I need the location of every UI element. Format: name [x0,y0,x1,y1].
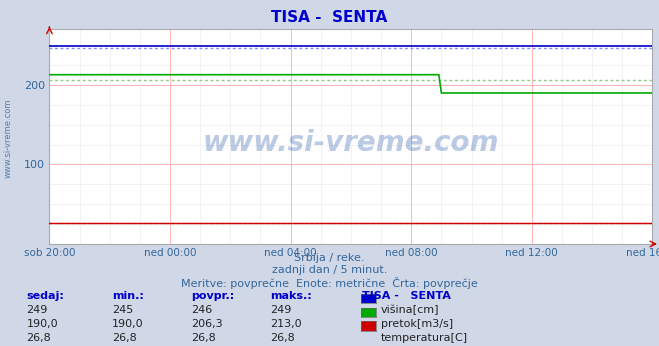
Text: 213,0: 213,0 [270,319,302,329]
Text: višina[cm]: višina[cm] [381,305,440,316]
Text: 26,8: 26,8 [112,333,137,343]
Text: temperatura[C]: temperatura[C] [381,333,468,343]
Text: TISA -  SENTA: TISA - SENTA [272,10,387,25]
Text: 246: 246 [191,305,212,315]
Text: 190,0: 190,0 [26,319,58,329]
Text: maks.:: maks.: [270,291,312,301]
Text: 249: 249 [26,305,47,315]
Text: 206,3: 206,3 [191,319,223,329]
Text: min.:: min.: [112,291,144,301]
Text: pretok[m3/s]: pretok[m3/s] [381,319,453,329]
Text: 190,0: 190,0 [112,319,144,329]
Text: 249: 249 [270,305,291,315]
Text: Meritve: povprečne  Enote: metrične  Črta: povprečje: Meritve: povprečne Enote: metrične Črta:… [181,277,478,289]
Text: TISA -   SENTA: TISA - SENTA [362,291,451,301]
Text: 26,8: 26,8 [26,333,51,343]
Text: povpr.:: povpr.: [191,291,235,301]
Text: zadnji dan / 5 minut.: zadnji dan / 5 minut. [272,265,387,275]
Text: 26,8: 26,8 [270,333,295,343]
Text: sedaj:: sedaj: [26,291,64,301]
Text: www.si-vreme.com: www.si-vreme.com [3,99,13,178]
Text: Srbija / reke.: Srbija / reke. [295,253,364,263]
Text: 26,8: 26,8 [191,333,216,343]
Text: www.si-vreme.com: www.si-vreme.com [203,129,499,157]
Text: 245: 245 [112,305,133,315]
